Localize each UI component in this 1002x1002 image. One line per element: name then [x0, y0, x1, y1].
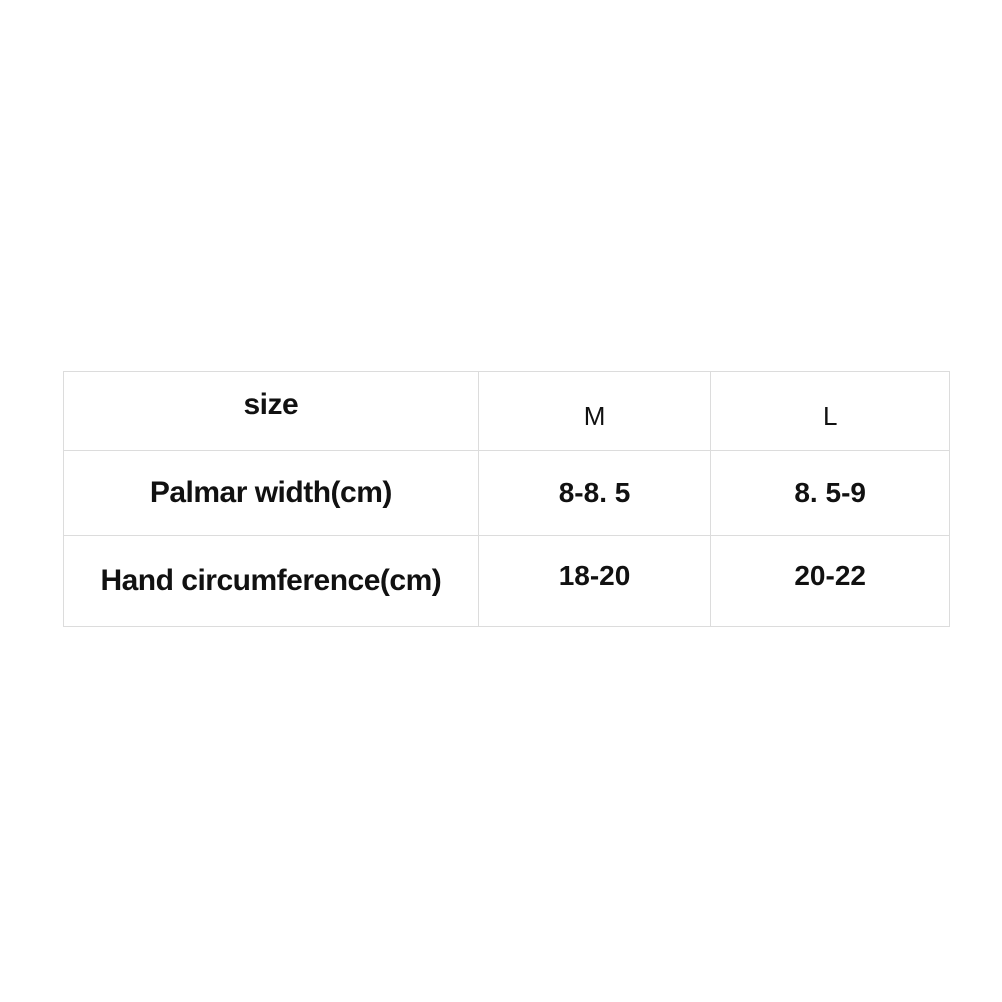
- header-size-m: M: [477, 371, 712, 451]
- row-label-hand-circumference: Hand circumference(cm): [63, 535, 479, 627]
- hand-circumference-m: 18-20: [477, 535, 712, 627]
- palmar-width-l: 8. 5-9: [710, 450, 950, 536]
- palmar-width-m: 8-8. 5: [477, 450, 712, 536]
- table-row: Palmar width(cm) 8-8. 5 8. 5-9: [63, 450, 950, 536]
- header-size-l: L: [710, 371, 950, 451]
- size-chart-table: size M L Palmar width(cm) 8-8. 5 8. 5-9 …: [63, 371, 950, 627]
- table-header-row: size M L: [63, 371, 950, 451]
- table-row: Hand circumference(cm) 18-20 20-22: [63, 535, 950, 627]
- row-label-palmar-width: Palmar width(cm): [63, 450, 479, 536]
- hand-circumference-l: 20-22: [710, 535, 950, 627]
- header-size: size: [63, 371, 479, 451]
